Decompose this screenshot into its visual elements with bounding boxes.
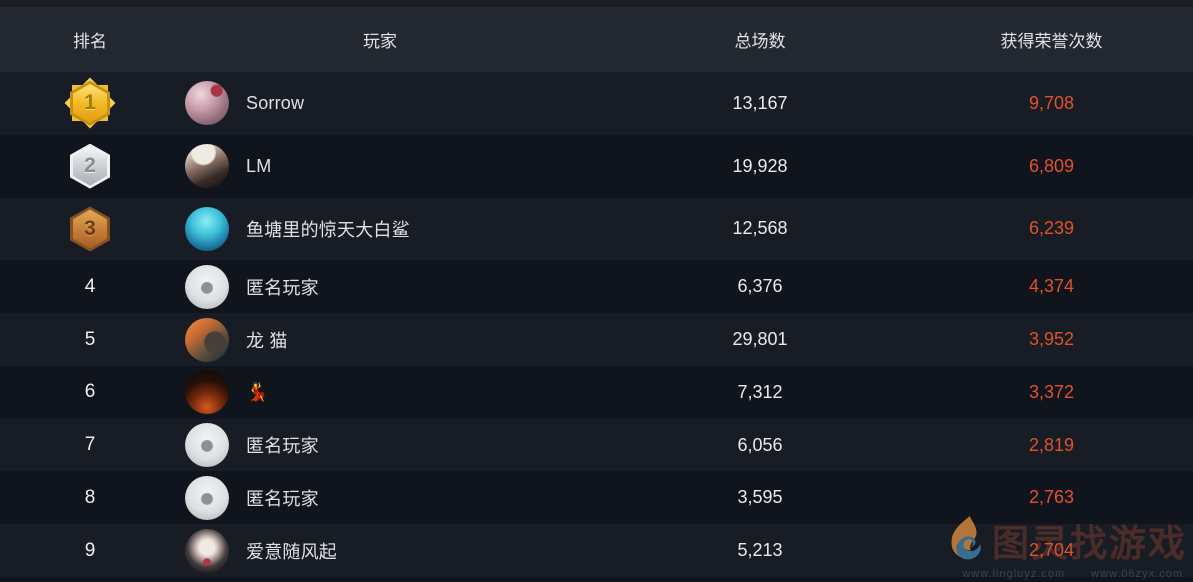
player-avatar (185, 264, 229, 309)
bronze-medal-icon: 3 (63, 202, 117, 256)
total-matches-value: 6,056 (737, 434, 783, 455)
player-cell: 龙 猫 (180, 317, 580, 362)
honor-count-value: 4,374 (1028, 276, 1075, 297)
rank-number: 8 (84, 486, 96, 508)
player-avatar (185, 206, 229, 251)
honor-count-value: 3,952 (1028, 329, 1075, 350)
total-matches-value: 3,595 (737, 487, 783, 508)
bottom-edge-strip (0, 577, 1193, 582)
medal-rank-number: 2 (84, 154, 96, 178)
column-header-matches: 总场数 (734, 32, 786, 51)
honor-count-value: 9,708 (1028, 92, 1075, 113)
player-name: 爱意随风起 (246, 541, 337, 562)
rank-number: 4 (84, 275, 96, 297)
table-row[interactable]: 3 鱼塘里的惊天大白鲨 12,568 6,239 (0, 197, 1193, 261)
rank-cell: 4 (0, 276, 180, 298)
player-avatar (185, 144, 229, 189)
column-header-rank: 排名 (73, 32, 107, 51)
player-name: 龙 猫 (246, 330, 288, 351)
player-name: LM (246, 155, 272, 176)
rank-cell: 2 (0, 139, 180, 193)
rank-cell: 9 (0, 540, 180, 562)
player-cell: 💃 (180, 370, 580, 415)
table-row[interactable]: 4 匿名玩家 6,376 4,374 (0, 260, 1193, 314)
player-name: 匿名玩家 (246, 488, 319, 509)
total-matches-value: 19,928 (732, 155, 788, 176)
honor-count-value: 6,809 (1028, 155, 1075, 176)
column-header-player: 玩家 (363, 32, 397, 51)
table-body: 1 Sorrow 13,167 9,708 2 LM 19,928 6,809 (0, 72, 1193, 578)
rank-number: 5 (84, 328, 96, 350)
rank-number: 9 (84, 539, 96, 561)
rank-cell: 3 (0, 202, 180, 256)
player-cell: 匿名玩家 (180, 475, 580, 520)
player-cell: 鱼塘里的惊天大白鲨 (180, 206, 580, 251)
table-row[interactable]: 9 爱意随风起 5,213 2,704 (0, 524, 1193, 578)
player-avatar (185, 423, 229, 468)
rank-cell: 1 (0, 76, 180, 130)
player-cell: 爱意随风起 (180, 528, 580, 573)
rank-cell: 5 (0, 329, 180, 351)
total-matches-value: 29,801 (732, 329, 788, 350)
player-avatar (185, 528, 229, 573)
total-matches-value: 6,376 (737, 276, 783, 297)
medal-rank-number: 3 (84, 216, 96, 240)
player-avatar (185, 475, 229, 520)
player-cell: 匿名玩家 (180, 264, 580, 309)
table-header: 排名 玩家 总场数 获得荣誉次数 (0, 7, 1193, 72)
player-name: 匿名玩家 (246, 436, 319, 457)
top-edge-strip (0, 0, 1193, 7)
rank-number: 7 (84, 434, 96, 456)
honor-count-value: 3,372 (1028, 381, 1075, 402)
honor-count-value: 2,763 (1028, 487, 1075, 508)
table-row[interactable]: 5 龙 猫 29,801 3,952 (0, 313, 1193, 366)
rank-number: 6 (84, 381, 96, 403)
rank-cell: 8 (0, 487, 180, 509)
table-row[interactable]: 8 匿名玩家 3,595 2,763 (0, 471, 1193, 525)
player-avatar (185, 317, 229, 362)
player-cell: Sorrow (180, 81, 580, 126)
table-row[interactable]: 6 💃 7,312 3,372 (0, 365, 1193, 419)
rank-cell: 6 (0, 381, 180, 403)
player-name: 💃 (246, 381, 269, 402)
medal-rank-number: 1 (84, 91, 96, 115)
silver-medal-icon: 2 (63, 139, 117, 193)
player-name: 匿名玩家 (246, 277, 319, 298)
table-row[interactable]: 2 LM 19,928 6,809 (0, 134, 1193, 198)
total-matches-value: 5,213 (737, 540, 783, 561)
table-row[interactable]: 1 Sorrow 13,167 9,708 (0, 72, 1193, 135)
player-cell: LM (180, 144, 580, 189)
column-header-honor: 获得荣誉次数 (1000, 32, 1103, 51)
player-cell: 匿名玩家 (180, 423, 580, 468)
gold-medal-icon: 1 (63, 76, 117, 130)
total-matches-value: 12,568 (732, 218, 788, 239)
total-matches-value: 7,312 (737, 381, 783, 402)
player-name: 鱼塘里的惊天大白鲨 (246, 219, 410, 240)
table-row[interactable]: 7 匿名玩家 6,056 2,819 (0, 418, 1193, 472)
honor-count-value: 2,819 (1028, 434, 1075, 455)
total-matches-value: 13,167 (732, 92, 788, 113)
player-name: Sorrow (246, 92, 305, 113)
honor-count-value: 2,704 (1028, 540, 1075, 561)
player-avatar (185, 370, 229, 415)
honor-count-value: 6,239 (1028, 218, 1075, 239)
rank-cell: 7 (0, 434, 180, 456)
player-avatar (185, 81, 229, 126)
